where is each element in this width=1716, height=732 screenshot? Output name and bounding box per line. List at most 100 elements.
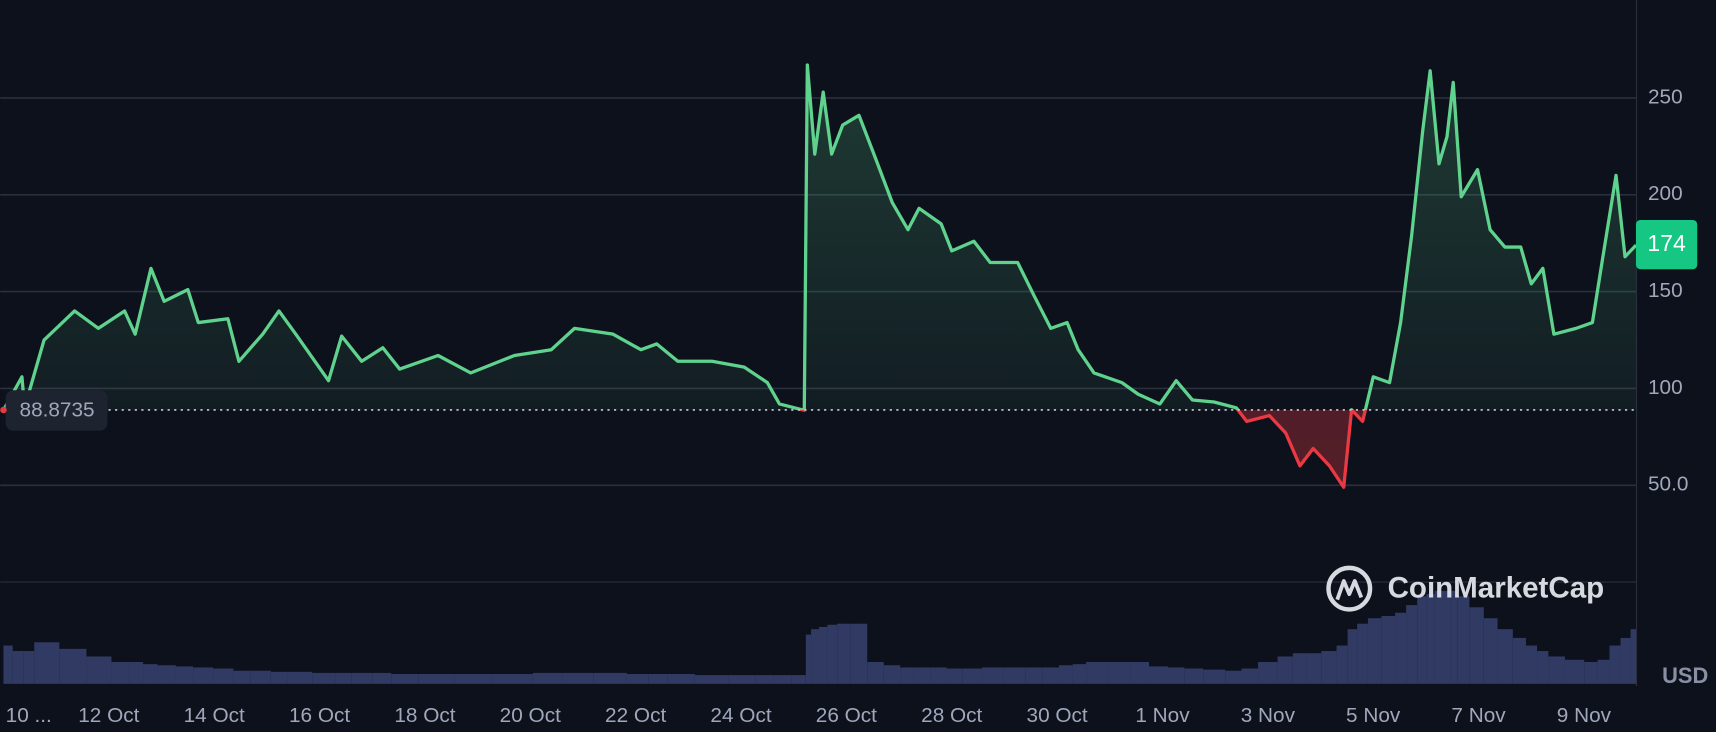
volume-bar xyxy=(982,667,1004,684)
volume-bar xyxy=(1417,596,1427,684)
baseline-badge xyxy=(5,390,108,431)
volume-bar xyxy=(1525,645,1538,684)
x-tick-label: 7 Nov xyxy=(1451,704,1506,727)
volume-bar xyxy=(1483,618,1498,684)
x-tick-label: 28 Oct xyxy=(921,704,982,727)
volume-bar xyxy=(12,651,24,684)
volume-bar xyxy=(1357,623,1368,684)
y-tick-label: 200 xyxy=(1648,182,1683,205)
x-tick-label: 16 Oct xyxy=(289,704,350,727)
volume-bar xyxy=(1086,661,1108,684)
x-tick-label: 18 Oct xyxy=(394,704,455,727)
volume-bar xyxy=(270,671,288,684)
volume-bar xyxy=(667,674,695,684)
price-badge xyxy=(1635,219,1698,270)
baseline-label: 88.8735 xyxy=(20,399,95,422)
watermark: CoinMarketCap xyxy=(1326,565,1605,612)
x-tick-label: 14 Oct xyxy=(184,704,245,727)
x-tick-label: 1 Nov xyxy=(1135,704,1190,727)
volume-bar xyxy=(1512,637,1526,684)
volume-bar xyxy=(1537,651,1549,684)
x-tick-label: 26 Oct xyxy=(816,704,877,727)
y-tick-label: 50.0 xyxy=(1648,473,1688,496)
volume-bar xyxy=(1381,616,1396,684)
volume-bar xyxy=(1149,666,1169,684)
volume-bar xyxy=(351,672,373,684)
volume-bar xyxy=(1469,607,1484,684)
volume-bar xyxy=(811,629,819,684)
logo xyxy=(1326,565,1373,612)
volume-bar xyxy=(1450,590,1458,684)
volume-bar xyxy=(1564,659,1585,684)
volume-bar xyxy=(391,674,419,684)
volume-bar xyxy=(312,672,336,684)
x-tick-label: 10 ... xyxy=(6,704,52,727)
price-label: 174 xyxy=(1647,230,1686,256)
volume-bar xyxy=(1042,667,1059,684)
volume-bar xyxy=(1203,669,1226,684)
volume-bar xyxy=(492,674,533,684)
volume-bar xyxy=(562,672,594,684)
volume-bar xyxy=(1395,612,1407,684)
volume-bar xyxy=(1406,605,1418,684)
volume-bar xyxy=(1426,594,1435,684)
baseline-dot xyxy=(0,406,7,414)
volume-bar xyxy=(193,667,214,684)
volume-bar xyxy=(1072,664,1087,684)
volume-bar xyxy=(59,648,87,684)
volume-bar xyxy=(913,667,931,684)
volume-bar xyxy=(1434,590,1444,684)
logo-mark xyxy=(1335,579,1364,601)
volume-bar xyxy=(1497,629,1513,684)
volume-bar xyxy=(1003,667,1026,684)
x-tick-label: 9 Nov xyxy=(1557,704,1612,727)
volume-bar xyxy=(3,645,13,684)
volume-bar xyxy=(1584,661,1598,684)
x-tick-label: 30 Oct xyxy=(1027,704,1088,727)
currency: USD xyxy=(1662,663,1708,688)
volume-bar xyxy=(129,661,144,684)
volume-bar xyxy=(233,670,251,684)
volume-bar xyxy=(946,668,963,684)
volume-bar xyxy=(1597,659,1610,684)
volume-bar xyxy=(755,675,774,684)
volume-bar xyxy=(418,674,455,684)
volume-bar xyxy=(1306,653,1322,684)
volume-bar xyxy=(1168,667,1185,684)
volume-bar xyxy=(593,672,627,684)
x-tick-label: 12 Oct xyxy=(78,704,139,727)
volume-bar xyxy=(1443,590,1451,684)
volume-bar xyxy=(1184,668,1204,684)
volume-bar xyxy=(23,651,35,684)
volume-bar xyxy=(1347,629,1358,684)
y-tick-label: 100 xyxy=(1648,376,1683,399)
volume-bar xyxy=(86,656,112,684)
price-line xyxy=(2,63,1638,489)
volume-bar xyxy=(287,671,313,684)
volume-bar xyxy=(1241,668,1259,684)
volume-bar xyxy=(867,661,884,684)
volume-bar xyxy=(454,674,493,684)
x-tick-label: 5 Nov xyxy=(1346,704,1401,727)
volume-bar xyxy=(728,675,756,684)
volume-bar xyxy=(1277,656,1293,684)
area xyxy=(3,64,1637,488)
x-tick-label: 22 Oct xyxy=(605,704,666,727)
y-tick-label: 250 xyxy=(1648,85,1683,108)
volume-bar xyxy=(532,672,563,684)
volume-bar xyxy=(837,623,851,684)
volume-bar xyxy=(1225,670,1242,684)
volume-bar xyxy=(827,624,838,684)
volume-bar xyxy=(1620,637,1631,684)
volume-bar xyxy=(694,675,729,684)
volume-bar xyxy=(175,666,194,684)
overlay: 88.8735 174 xyxy=(0,219,1698,431)
volume-bar xyxy=(1336,645,1348,684)
watermark-text: CoinMarketCap xyxy=(1388,572,1605,605)
volume-bar xyxy=(791,675,806,684)
x-tick-label: 3 Nov xyxy=(1241,704,1296,727)
volume-bar xyxy=(1457,596,1470,684)
volume-bar xyxy=(648,674,668,684)
y-tick-label: 150 xyxy=(1648,279,1683,302)
plot xyxy=(2,63,1638,489)
